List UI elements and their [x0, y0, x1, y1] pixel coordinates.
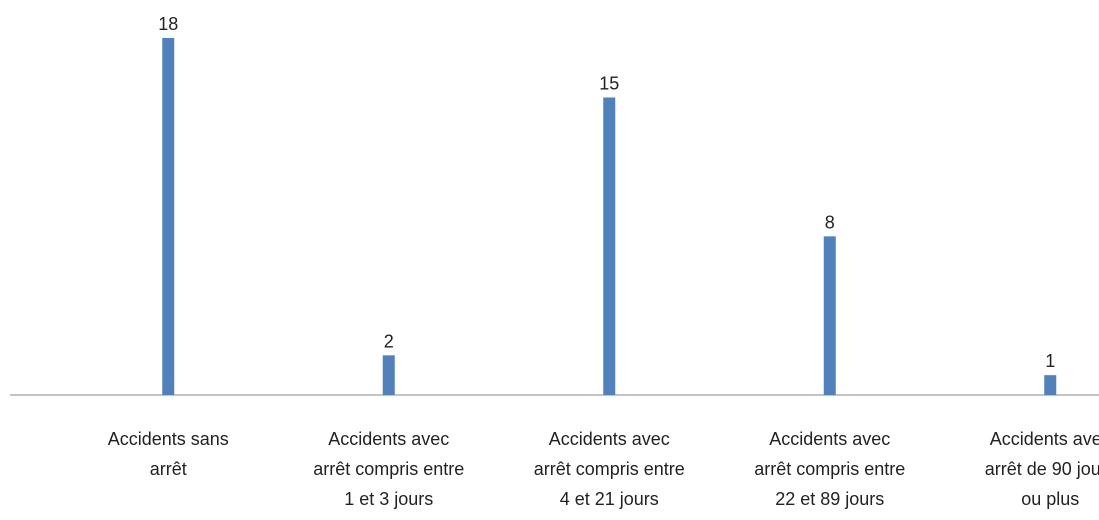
data-label: 2	[384, 331, 394, 351]
data-label: 18	[158, 14, 178, 34]
x-tick-label: Accidents avec arrêt compris entre 22 et…	[754, 429, 906, 509]
bar	[162, 38, 175, 395]
data-label: 15	[599, 74, 619, 94]
x-tick-label: Accidents avec arrêt compris entre 4 et …	[533, 429, 685, 509]
bar	[382, 355, 395, 395]
bar	[1044, 375, 1057, 395]
data-label: 1	[1045, 351, 1055, 371]
x-tick-label: Accidents avec arrêt de 90 jours ou plus	[984, 429, 1099, 509]
bar	[603, 97, 616, 395]
bar	[823, 236, 836, 395]
x-tick-label: Accidents sans arrêt	[107, 429, 229, 479]
data-label: 8	[825, 212, 835, 232]
x-tick-label: Accidents avec arrêt compris entre 1 et …	[313, 429, 465, 509]
